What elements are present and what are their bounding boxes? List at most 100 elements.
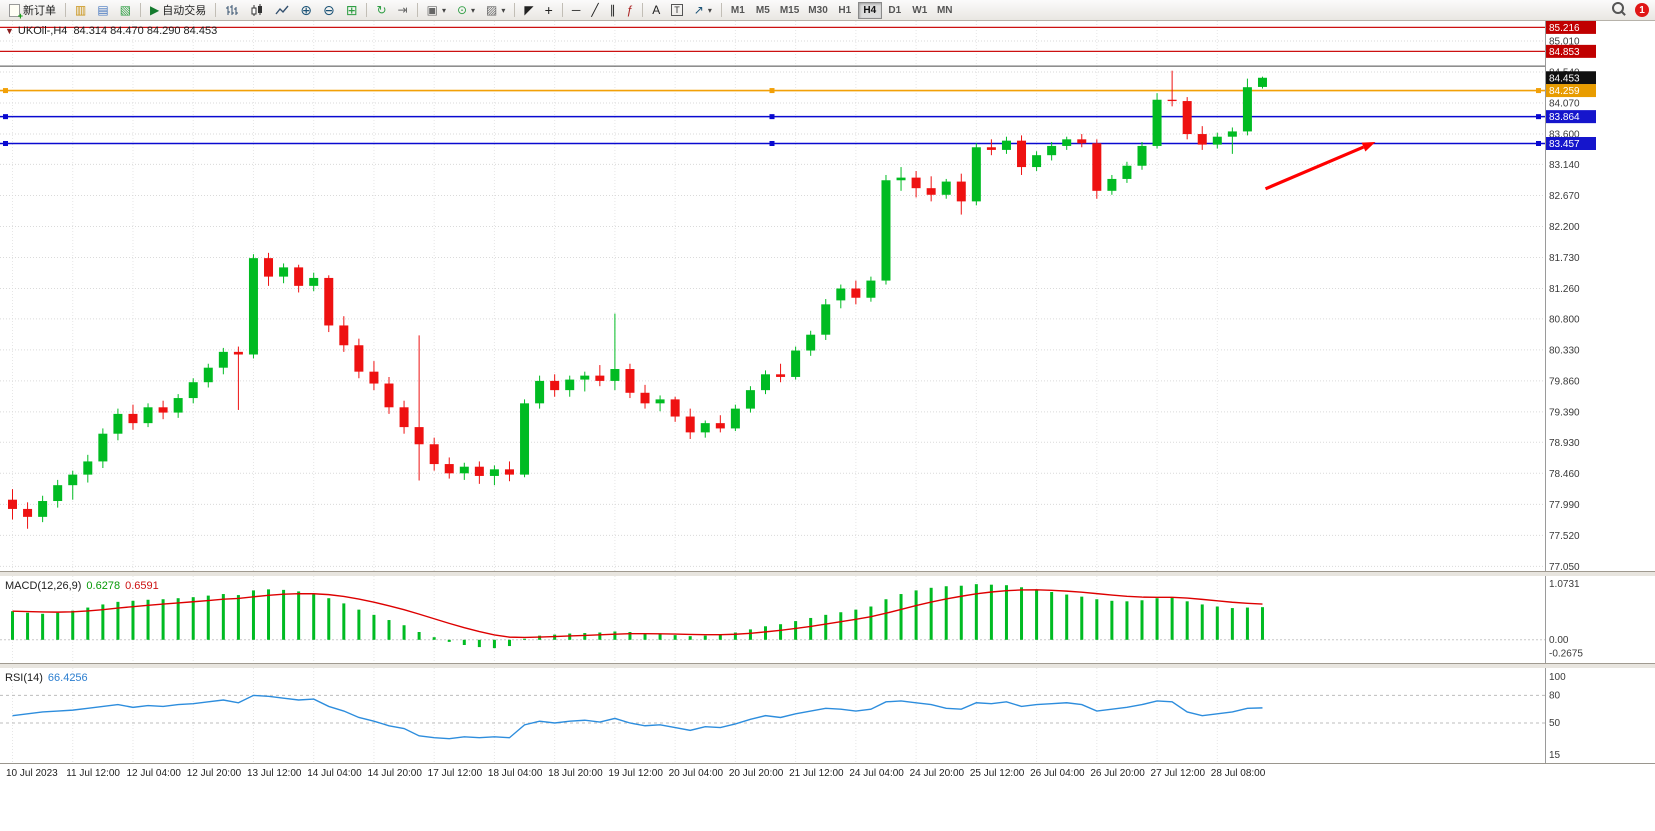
candle [595, 365, 605, 387]
time-gridlines [12, 576, 1218, 663]
time-axis-label: 20 Jul 20:00 [728, 768, 784, 779]
line-chart-type-button[interactable] [270, 1, 294, 19]
tile-windows-button[interactable]: ⊞ [341, 1, 363, 19]
macd-label: MACD(12,26,9) [5, 580, 82, 592]
candle [369, 361, 379, 391]
macd-bar [221, 594, 225, 640]
crosshair-button[interactable]: + [540, 1, 558, 19]
auto-trading-button[interactable]: ▶ 自动交易 [145, 1, 211, 19]
time-axis[interactable]: 10 Jul 2023 11 Jul 12:00 12 Jul 04:00 12 Ju… [0, 763, 1655, 786]
price-axis-label: 80.330 [1549, 345, 1580, 356]
candle [1047, 141, 1057, 161]
candle [233, 346, 243, 410]
candle [535, 375, 545, 409]
candles-series [8, 70, 1267, 529]
search-button[interactable] [1607, 1, 1634, 19]
timeframe-button-m30[interactable]: M30 [804, 2, 831, 19]
macd-bar [929, 587, 933, 640]
macd-bar [703, 635, 707, 640]
market-watch-button[interactable]: ▥ [70, 1, 91, 19]
macd-bar [447, 639, 451, 642]
price-axis-label: 77.990 [1549, 500, 1580, 511]
macd-bar [131, 600, 135, 640]
candle [730, 404, 740, 432]
timeframe-button-h1[interactable]: H1 [833, 2, 857, 19]
macd-canvas[interactable]: 1.0731 0.00 -0.2675 [0, 576, 1655, 663]
main-chart-canvas[interactable]: 85.01084.54084.07083.60083.14082.67082.2… [0, 21, 1655, 571]
candle [986, 139, 996, 156]
candle [143, 403, 153, 428]
candle [610, 313, 620, 391]
horizontal-line[interactable] [0, 140, 1545, 146]
macd-bar [267, 589, 271, 640]
channel-tool-button[interactable]: ∥ [605, 1, 621, 19]
periods-button[interactable]: ⊙ ▾ [452, 1, 480, 19]
macd-bar [297, 591, 301, 640]
rsi-canvas[interactable]: 100 80 50 15 [0, 668, 1655, 763]
chevron-down-icon: ▾ [471, 5, 476, 15]
text-tool-button[interactable]: A [647, 1, 665, 19]
new-chart-button[interactable]: ▣ ▾ [422, 1, 451, 19]
zoom-out-button[interactable]: ⊖ [318, 1, 340, 19]
arrows-tool-button[interactable]: ↗ ▾ [689, 1, 717, 19]
price-tag: 83.864 [1546, 110, 1596, 124]
macd-bar [1155, 598, 1159, 640]
macd-label-overlay: MACD(12,26,9) 0.6278 0.6591 [5, 580, 159, 592]
svg-text:84.853: 84.853 [1549, 47, 1580, 58]
candle [294, 264, 304, 293]
toolbar-separator [416, 3, 418, 17]
line-handle [1536, 114, 1541, 120]
macd-bar [101, 604, 105, 640]
timeframe-button-m5[interactable]: M5 [751, 2, 775, 19]
horizontal-line[interactable] [0, 88, 1545, 94]
candle [565, 375, 575, 397]
macd-bar [282, 589, 286, 640]
templates-button[interactable]: ▨ ▾ [481, 1, 510, 19]
main-chart-panel[interactable]: 85.01084.54084.07083.60083.14082.67082.2… [0, 21, 1655, 571]
trend-arrow[interactable] [1264, 141, 1376, 191]
bar-chart-type-button[interactable] [220, 1, 244, 19]
macd-bar [11, 611, 14, 640]
timeframe-button-h4[interactable]: H4 [857, 1, 882, 19]
timeframe-button-mn[interactable]: MN [933, 2, 957, 19]
horizontal-line[interactable] [0, 114, 1545, 120]
zoom-out-icon: ⊖ [323, 2, 335, 18]
candle [339, 316, 349, 352]
chart-ohlc-values: 84.314 84.470 84.290 84.453 [73, 25, 218, 37]
trendline-tool-button[interactable]: ╱ [586, 1, 603, 19]
label-tool-button[interactable]: T [666, 1, 688, 19]
horizontal-line-tool-button[interactable]: ─ [567, 1, 586, 19]
candlestick-chart-type-button[interactable] [245, 1, 269, 19]
macd-axis-label: 1.0731 [1549, 579, 1580, 590]
timeframe-button-w1[interactable]: W1 [908, 2, 932, 19]
rsi-panel[interactable]: 100 80 50 15 RSI(14) 66.4256 [0, 668, 1655, 763]
timeframe-button-m15[interactable]: M15 [776, 2, 803, 19]
cursor-button[interactable]: ◤ [519, 1, 538, 19]
chart-shift-button[interactable]: ⇥ [393, 1, 413, 19]
line-handle [1536, 88, 1541, 94]
macd-bar [1095, 599, 1099, 640]
zoom-in-button[interactable]: ⊕ [295, 1, 317, 19]
macd-panel[interactable]: 1.0731 0.00 -0.2675 MACD(12,26,9) 0.6278 0.6… [0, 576, 1655, 663]
cursor-icon: ◤ [524, 3, 534, 17]
candle [1137, 141, 1147, 170]
navigator-button[interactable]: ▧ [115, 1, 136, 19]
candle [791, 346, 801, 380]
time-axis-label: 20 Jul 04:00 [668, 768, 724, 779]
timeframe-button-d1[interactable]: D1 [883, 2, 907, 19]
price-axis-label: 81.730 [1549, 253, 1580, 264]
price-axis-label: 79.390 [1549, 407, 1580, 418]
notification-badge[interactable]: 1 [1635, 3, 1649, 17]
one-click-trading-toggle[interactable]: ▼ [5, 26, 14, 36]
macd-bar [1245, 607, 1249, 640]
auto-scroll-button[interactable]: ↻ [371, 1, 391, 19]
data-window-button[interactable]: ▤ [92, 1, 113, 19]
time-gridlines [12, 21, 1218, 571]
timeframe-button-m1[interactable]: M1 [726, 2, 750, 19]
candle [23, 502, 33, 529]
rsi-axis-label: 100 [1549, 672, 1566, 683]
candle [1107, 174, 1117, 195]
new-order-button[interactable]: 新订单 [4, 1, 61, 21]
fibonacci-tool-button[interactable]: ƒ [622, 1, 639, 19]
price-tag: 85.216 [1546, 21, 1596, 34]
